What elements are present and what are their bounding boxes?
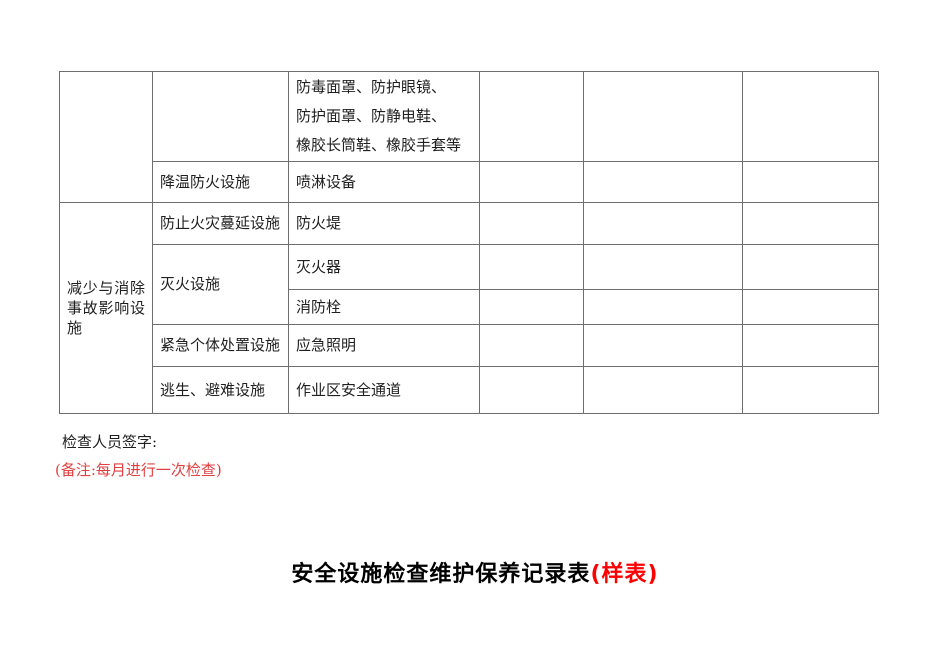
cell-facility-type: 紧急个体处置设施: [152, 324, 289, 367]
cell-empty: [742, 202, 879, 245]
cell-empty: [742, 244, 879, 290]
inspection-table: 防毒面罩、防护眼镜、 防护面罩、防静电鞋、 橡胶长筒鞋、橡胶手套等 降温防火设施…: [59, 71, 879, 414]
title-main-text: 安全设施检查维护保养记录表: [291, 562, 591, 587]
cell-section-empty: [59, 71, 153, 203]
cell-empty: [583, 161, 743, 203]
cell-empty: [479, 244, 584, 290]
cell-facility-item: 灭火器: [288, 244, 480, 290]
ppe-line-2: 防护面罩、防静电鞋、: [296, 107, 447, 125]
inspector-signature-label: 检查人员签字:: [62, 433, 158, 451]
cell-facility-item: 消防栓: [288, 289, 480, 325]
cell-empty: [479, 289, 584, 325]
cell-facility-item: 防火堤: [288, 202, 480, 245]
cell-empty: [742, 161, 879, 203]
cell-empty: [742, 324, 879, 367]
cell-facility-item: 喷淋设备: [288, 161, 480, 203]
cell-facility-item: 应急照明: [288, 324, 480, 367]
page-title: 安全设施检查维护保养记录表(样表): [0, 556, 950, 588]
cell-empty: [583, 244, 743, 290]
cell-empty: [479, 161, 584, 203]
cell-empty: [479, 71, 584, 162]
cell-empty: [583, 289, 743, 325]
cell-empty: [583, 202, 743, 245]
table-row: 紧急个体处置设施 应急照明: [60, 324, 879, 367]
cell-facility-type: 逃生、避难设施: [152, 366, 289, 414]
cell-facility-type: 灭火设施: [152, 244, 289, 325]
cell-empty: [479, 324, 584, 367]
cell-empty: [479, 366, 584, 414]
cell-facility-item: 作业区安全通道: [288, 366, 480, 414]
table-row: 防毒面罩、防护眼镜、 防护面罩、防静电鞋、 橡胶长筒鞋、橡胶手套等: [59, 71, 879, 203]
cell-empty: [479, 202, 584, 245]
cell-facility-type: 降温防火设施: [152, 161, 289, 203]
cell-empty: [583, 324, 743, 367]
cell-empty: [742, 366, 879, 414]
cell-empty: [742, 71, 879, 162]
cell-ppe-items: 防毒面罩、防护眼镜、 防护面罩、防静电鞋、 橡胶长筒鞋、橡胶手套等: [288, 71, 480, 162]
title-sample-tag: (样表): [590, 562, 659, 587]
table-row: 降温防火设施 喷淋设备: [60, 161, 879, 203]
ppe-line-3: 橡胶长筒鞋、橡胶手套等: [296, 136, 462, 154]
table-row: 灭火设施 灭火器: [60, 244, 879, 325]
cell-facility-type: 防止火灾蔓延设施: [152, 202, 289, 245]
cell-empty: [583, 366, 743, 414]
cell-section-label: 减少与消除事故影响设施: [59, 202, 153, 414]
ppe-line-1: 防毒面罩、防护眼镜、: [296, 78, 447, 96]
monthly-check-note: (备注:每月进行一次检查): [55, 461, 222, 479]
cell-empty: [583, 71, 743, 162]
table-row: 减少与消除事故影响设施 防止火灾蔓延设施 防火堤: [59, 202, 879, 414]
table-row: 逃生、避难设施 作业区安全通道: [60, 366, 879, 414]
cell-empty: [742, 289, 879, 325]
cell-type-empty: [152, 71, 289, 162]
